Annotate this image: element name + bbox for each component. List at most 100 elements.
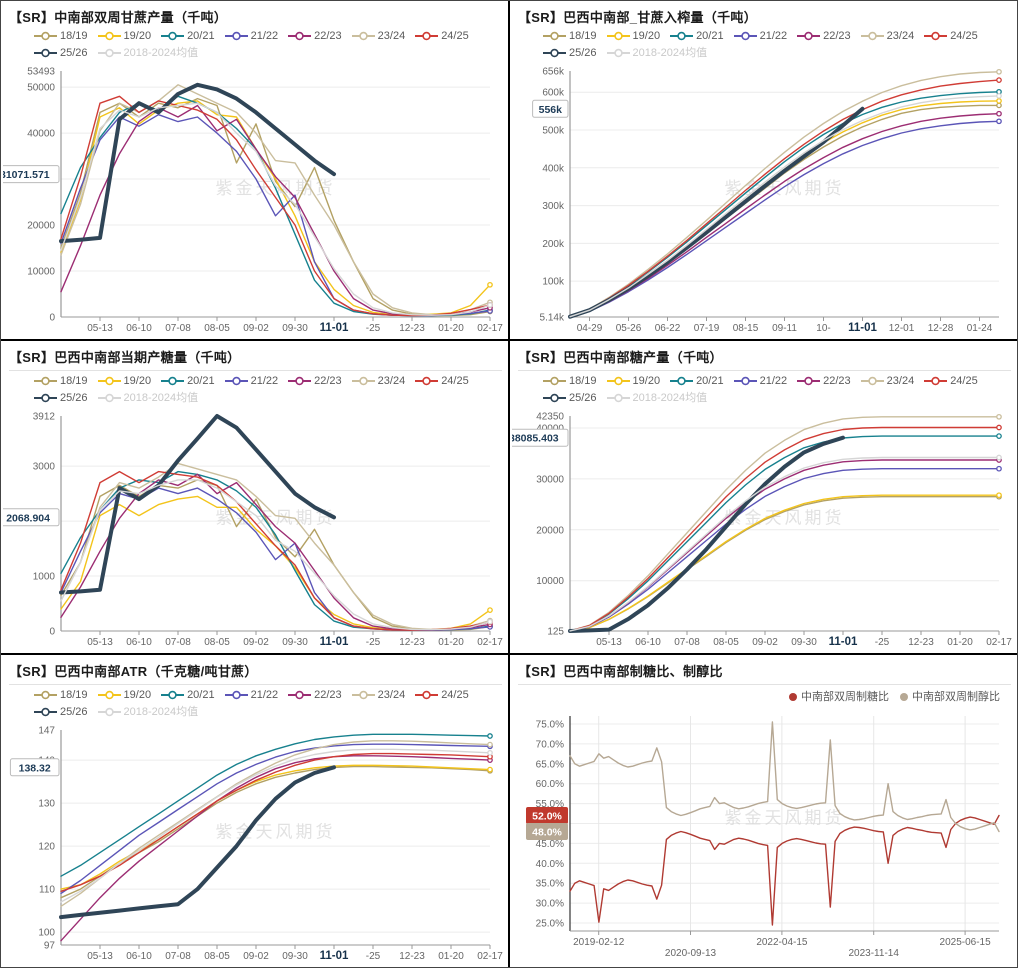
legend-item-20/21[interactable]: 20/21 — [161, 29, 215, 43]
legend-label: 19/20 — [123, 30, 152, 42]
legend-item-24/25[interactable]: 24/25 — [415, 688, 469, 702]
legend-item-19/20[interactable]: 19/20 — [97, 688, 151, 702]
y-tick-label: 30.0% — [536, 899, 564, 910]
legend-item-25/26[interactable]: 25/26 — [34, 705, 88, 719]
legend-line-icon — [34, 690, 57, 700]
series-end-marker — [996, 433, 1002, 439]
legend-item-25/26[interactable]: 25/26 — [543, 46, 597, 60]
y-tick-label: 5.14k — [540, 313, 565, 324]
y-tick-label: 110 — [39, 885, 55, 896]
legend-item-22/23[interactable]: 22/23 — [797, 374, 851, 388]
legend-item-19/20[interactable]: 19/20 — [606, 374, 660, 388]
x-tick-label: 05-13 — [596, 637, 622, 648]
legend-line-icon — [224, 690, 248, 700]
legend-item-23/24[interactable]: 23/24 — [860, 29, 914, 43]
legend-item-中南部双周制醇比[interactable]: 中南部双周制醇比 — [899, 690, 1000, 704]
legend-item-2018-2024均值[interactable]: 2018-2024均值 — [97, 705, 198, 719]
series-end-marker — [996, 102, 1002, 109]
y-tick-label: 30000 — [536, 474, 564, 485]
legend-item-18/19[interactable]: 18/19 — [34, 688, 88, 702]
legend-item-23/24[interactable]: 23/24 — [351, 688, 405, 702]
legend-item-23/24[interactable]: 23/24 — [351, 374, 405, 388]
legend-label: 21/22 — [250, 375, 279, 387]
legend-line-icon — [97, 48, 121, 58]
legend-item-24/25[interactable]: 24/25 — [924, 374, 978, 388]
series-end-marker — [996, 492, 1002, 499]
legend-label: 18/19 — [569, 30, 597, 42]
series-21/22 — [60, 743, 491, 895]
x-tick-label: 12-23 — [399, 951, 425, 962]
legend-item-21/22[interactable]: 21/22 — [733, 29, 787, 43]
legend-item-22/23[interactable]: 22/23 — [288, 374, 342, 388]
legend-line-icon — [733, 31, 757, 41]
x-tick-label: 07-08 — [165, 951, 191, 962]
legend-line-icon — [34, 707, 57, 717]
chart-title: 【SR】中南部双周甘蔗产量（千吨） — [9, 10, 228, 25]
legend-item-22/23[interactable]: 22/23 — [288, 29, 342, 43]
legend-item-20/21[interactable]: 20/21 — [670, 29, 724, 43]
y-tick-label: 45.0% — [536, 839, 564, 850]
y-tick-label: 70.0% — [536, 739, 564, 750]
x-tick-label: 06-22 — [655, 323, 681, 334]
series-end-marker — [487, 733, 493, 739]
legend-item-25/26[interactable]: 25/26 — [543, 391, 597, 405]
y-tick-label: 147 — [38, 726, 55, 737]
legend-item-21/22[interactable]: 21/22 — [224, 374, 279, 388]
legend-item-23/24[interactable]: 23/24 — [351, 29, 405, 43]
legend-item-2018-2024均值[interactable]: 2018-2024均值 — [97, 46, 199, 60]
legend-item-24/25[interactable]: 24/25 — [924, 29, 978, 43]
legend-item-2018-2024均值[interactable]: 2018-2024均值 — [97, 391, 199, 405]
legend-item-18/19[interactable]: 18/19 — [34, 29, 88, 43]
legend-item-21/22[interactable]: 21/22 — [733, 374, 787, 388]
y-tick-label: 600k — [542, 88, 565, 99]
series-end-marker — [487, 766, 493, 773]
legend-item-25/26[interactable]: 25/26 — [34, 391, 88, 405]
legend-item-19/20[interactable]: 19/20 — [97, 374, 151, 388]
legend-line-icon — [97, 707, 121, 717]
legend-item-19/20[interactable]: 19/20 — [606, 29, 660, 43]
chart-panel-sugar-ethanol-mix: 【SR】巴西中南部制糖比、制醇比 中南部双周制糖比 中南部双周制醇比 25.0% 3… — [510, 655, 1017, 967]
legend-item-22/23[interactable]: 22/23 — [288, 688, 342, 702]
x-tick-label: 09-02 — [752, 637, 778, 648]
legend-item-21/22[interactable]: 21/22 — [224, 688, 278, 702]
x-tick-label: 10- — [816, 323, 830, 334]
legend-item-21/22[interactable]: 21/22 — [224, 29, 278, 43]
x-tick-label: 12-23 — [908, 637, 934, 648]
legend-label: 20/21 — [187, 30, 215, 42]
legend-item-20/21[interactable]: 20/21 — [670, 374, 724, 388]
series-23/24 — [60, 462, 491, 631]
legend-label: 18/19 — [60, 689, 88, 701]
chart-canvas: 0100020003000391205-1306-1007-0808-0509-… — [3, 412, 503, 648]
legend-item-20/21[interactable]: 20/21 — [161, 688, 215, 702]
legend-item-24/25[interactable]: 24/25 — [415, 374, 469, 388]
legend-item-18/19[interactable]: 18/19 — [34, 374, 88, 388]
legend-item-中南部双周制糖比[interactable]: 中南部双周制糖比 — [788, 690, 889, 704]
legend-item-2018-2024均值[interactable]: 2018-2024均值 — [606, 46, 707, 60]
legend-item-18/19[interactable]: 18/19 — [543, 374, 597, 388]
series-中南部双周制醇比 — [569, 721, 1000, 833]
y-tick-label: 200k — [542, 239, 565, 250]
x-tick-label: 08-05 — [713, 637, 739, 648]
series-22/23 — [60, 473, 491, 631]
legend-item-24/25[interactable]: 24/25 — [415, 29, 469, 43]
legend-label: 2018-2024均值 — [123, 47, 199, 59]
legend-item-22/23[interactable]: 22/23 — [797, 29, 851, 43]
legend-item-18/19[interactable]: 18/19 — [543, 29, 597, 43]
legend-label: 25/26 — [60, 706, 88, 718]
legend-label: 24/25 — [950, 375, 978, 387]
y-tick-label: 400k — [542, 163, 565, 174]
legend-item-2018-2024均值[interactable]: 2018-2024均值 — [606, 391, 707, 405]
x-tick-label: 01-20 — [438, 323, 464, 334]
legend-label: 2018-2024均值 — [123, 392, 199, 404]
legend-item-20/21[interactable]: 20/21 — [161, 374, 215, 388]
x-tick-label: 06-10 — [126, 637, 152, 648]
x-tick-label: 12-28 — [928, 323, 954, 334]
legend-item-19/20[interactable]: 19/20 — [97, 29, 152, 43]
legend-label: 24/25 — [950, 30, 978, 42]
chart-legend: 18/19 19/20 20/21 21/22 22/23 23/24 24/25 25/26… — [3, 374, 506, 408]
legend-line-icon — [797, 376, 821, 386]
legend-item-25/26[interactable]: 25/26 — [34, 46, 88, 60]
chart-canvas: 5.14k 100k 200k 300k 400k 500k 600k 656k 04-29 05… — [532, 67, 1002, 334]
y-tick-label: 35.0% — [536, 879, 564, 890]
legend-item-23/24[interactable]: 23/24 — [860, 374, 914, 388]
